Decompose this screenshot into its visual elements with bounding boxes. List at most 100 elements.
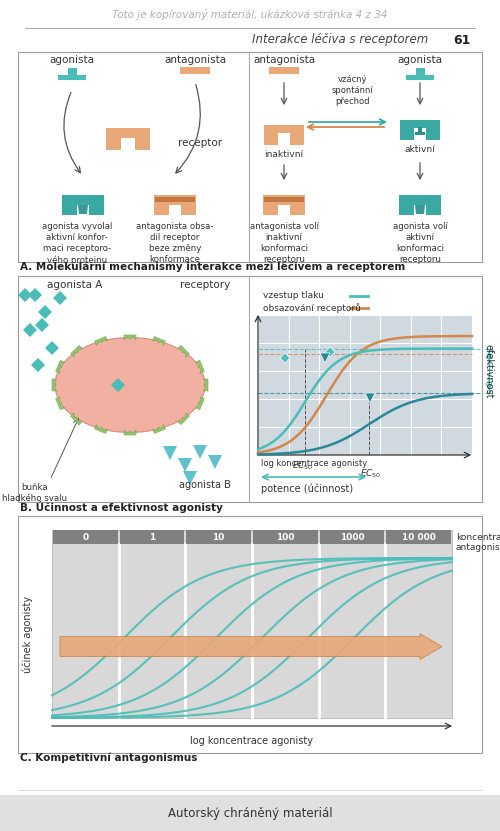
Text: vzestup tlaku: vzestup tlaku bbox=[263, 292, 324, 301]
Text: Interakce léčiva s receptorem: Interakce léčiva s receptorem bbox=[252, 33, 428, 47]
Polygon shape bbox=[53, 291, 67, 305]
Text: Toto je kopírovaný materiál, ukázková stránka 4 z 34: Toto je kopírovaný materiál, ukázková st… bbox=[112, 9, 388, 21]
Polygon shape bbox=[106, 128, 150, 150]
Text: Autorský chráněný materiál: Autorský chráněný materiál bbox=[168, 807, 332, 819]
Text: 0: 0 bbox=[82, 533, 88, 542]
Polygon shape bbox=[31, 358, 45, 372]
Polygon shape bbox=[124, 430, 136, 435]
Polygon shape bbox=[415, 127, 425, 135]
Polygon shape bbox=[38, 305, 52, 319]
Text: agonista B: agonista B bbox=[179, 480, 231, 490]
Text: log koncentrace agonisty: log koncentrace agonisty bbox=[261, 459, 367, 468]
Polygon shape bbox=[152, 425, 166, 434]
Polygon shape bbox=[399, 195, 441, 215]
Polygon shape bbox=[365, 393, 375, 403]
Polygon shape bbox=[178, 346, 190, 357]
Text: $EC_{50}$: $EC_{50}$ bbox=[292, 460, 314, 473]
Polygon shape bbox=[58, 68, 86, 80]
Polygon shape bbox=[325, 347, 335, 357]
Bar bbox=[258, 315, 472, 455]
Text: A. Molekulární mechanismy interakce mezi léčivem a receptorem: A. Molekulární mechanismy interakce mezi… bbox=[20, 262, 405, 273]
Polygon shape bbox=[154, 195, 196, 215]
Polygon shape bbox=[28, 288, 42, 302]
Polygon shape bbox=[196, 361, 204, 373]
Polygon shape bbox=[208, 455, 222, 469]
Polygon shape bbox=[70, 346, 83, 357]
Text: $EC_{50}$: $EC_{50}$ bbox=[360, 468, 382, 480]
Text: aktivní: aktivní bbox=[404, 145, 436, 154]
Polygon shape bbox=[52, 379, 57, 391]
Text: inaktivní: inaktivní bbox=[264, 150, 304, 159]
Text: antagonista volí
inaktivní
konformaci
receptoru: antagonista volí inaktivní konformaci re… bbox=[250, 222, 318, 264]
Text: potence (účinnost): potence (účinnost) bbox=[261, 483, 353, 494]
Text: agonista: agonista bbox=[398, 55, 442, 65]
FancyArrow shape bbox=[60, 633, 442, 660]
Bar bbox=[264, 197, 304, 202]
Polygon shape bbox=[18, 288, 32, 302]
Text: 61: 61 bbox=[454, 33, 470, 47]
Bar bbox=[253, 530, 318, 544]
Ellipse shape bbox=[55, 337, 205, 432]
Polygon shape bbox=[94, 425, 108, 434]
Polygon shape bbox=[35, 318, 49, 332]
Bar bbox=[52, 530, 452, 718]
Bar bbox=[155, 197, 195, 202]
Polygon shape bbox=[45, 341, 59, 355]
Polygon shape bbox=[178, 413, 190, 425]
Polygon shape bbox=[56, 396, 64, 410]
Polygon shape bbox=[415, 205, 425, 214]
Text: agonista vyvolal
aktivní konfor-
maci receptoro-
vého proteinu: agonista vyvolal aktivní konfor- maci re… bbox=[42, 222, 112, 265]
Bar bbox=[18, 52, 482, 262]
Text: 10: 10 bbox=[212, 533, 225, 542]
Text: agonista: agonista bbox=[50, 55, 94, 65]
Polygon shape bbox=[94, 337, 108, 346]
Text: receptor: receptor bbox=[178, 138, 222, 148]
Bar bbox=[320, 530, 384, 544]
Polygon shape bbox=[400, 120, 440, 140]
Text: 10 000: 10 000 bbox=[402, 533, 436, 542]
Polygon shape bbox=[56, 361, 64, 373]
Text: 1: 1 bbox=[149, 533, 155, 542]
Bar bbox=[120, 530, 184, 544]
Text: agonista volí
aktivní
konformaci
receptoru: agonista volí aktivní konformaci recepto… bbox=[392, 222, 448, 264]
Polygon shape bbox=[124, 335, 136, 340]
Text: antagonista obsa-
dil receptor
beze změny
konformace: antagonista obsa- dil receptor beze změn… bbox=[136, 222, 214, 264]
Polygon shape bbox=[178, 458, 192, 472]
Text: koncentrace: koncentrace bbox=[456, 533, 500, 542]
Text: B. Účinnost a efektivnost agonisty: B. Účinnost a efektivnost agonisty bbox=[20, 501, 223, 513]
Bar bbox=[0, 795, 500, 831]
Bar bbox=[180, 67, 210, 74]
Text: antagonista: antagonista bbox=[164, 55, 226, 65]
Polygon shape bbox=[263, 195, 305, 215]
Polygon shape bbox=[196, 396, 204, 410]
Text: buňka
hladkého svalu: buňka hladkého svalu bbox=[2, 483, 68, 503]
Polygon shape bbox=[280, 353, 290, 363]
Text: log koncentrace agonisty: log koncentrace agonisty bbox=[190, 736, 314, 746]
Text: agonista A: agonista A bbox=[48, 280, 102, 290]
Text: C. Kompetitivní antagonismus: C. Kompetitivní antagonismus bbox=[20, 753, 198, 763]
Text: antagonista: antagonista bbox=[253, 55, 315, 65]
Polygon shape bbox=[163, 446, 177, 460]
Polygon shape bbox=[152, 337, 166, 346]
Polygon shape bbox=[320, 353, 330, 363]
Text: vzácný
spontánní
přechod: vzácný spontánní přechod bbox=[331, 75, 373, 106]
Polygon shape bbox=[406, 68, 434, 80]
Polygon shape bbox=[264, 125, 304, 145]
Polygon shape bbox=[62, 195, 104, 215]
Polygon shape bbox=[183, 471, 197, 485]
Text: receptory: receptory bbox=[180, 280, 230, 290]
Text: efektivnost: efektivnost bbox=[483, 343, 493, 398]
Bar bbox=[269, 67, 299, 74]
Text: 1000: 1000 bbox=[340, 533, 364, 542]
Bar bbox=[186, 530, 251, 544]
Polygon shape bbox=[78, 205, 88, 214]
Text: antagonisty: antagonisty bbox=[456, 543, 500, 552]
Polygon shape bbox=[111, 378, 125, 392]
Polygon shape bbox=[193, 445, 207, 459]
Bar bbox=[18, 276, 482, 502]
Polygon shape bbox=[203, 379, 208, 391]
Bar bbox=[18, 516, 482, 753]
Bar bbox=[53, 530, 118, 544]
Polygon shape bbox=[23, 323, 37, 337]
Text: 100: 100 bbox=[276, 533, 294, 542]
